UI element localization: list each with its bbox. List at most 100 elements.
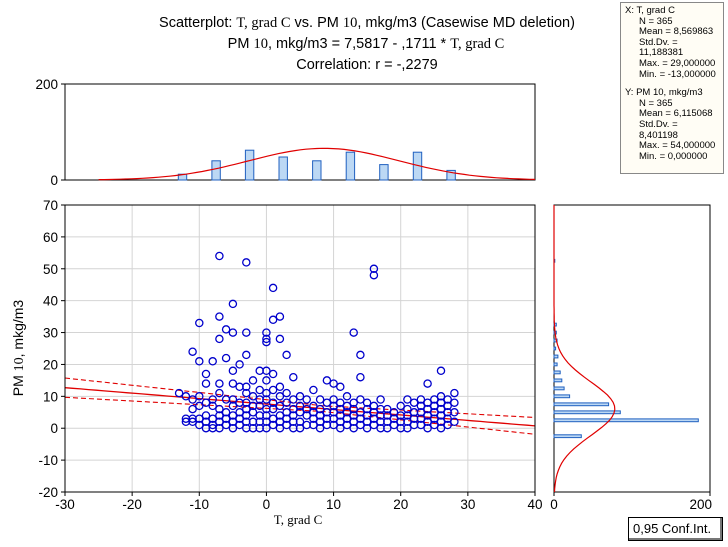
right-histogram-bar xyxy=(553,434,582,439)
data-point xyxy=(242,258,251,267)
data-point xyxy=(215,404,224,414)
top-histogram-frame xyxy=(64,83,536,181)
y-tick-label: 40 xyxy=(43,294,58,309)
data-point xyxy=(262,334,271,344)
x-stats-max: Max. = 29,000000 xyxy=(639,57,716,69)
data-point xyxy=(430,401,439,411)
right-histogram-bar xyxy=(553,354,559,359)
data-point xyxy=(221,414,231,423)
data-point xyxy=(403,417,412,427)
data-point xyxy=(188,395,197,404)
y-tick-label: -20 xyxy=(38,485,58,500)
data-point xyxy=(416,420,426,430)
data-point xyxy=(342,408,352,417)
data-point xyxy=(342,401,352,411)
right-histogram-bar xyxy=(553,362,558,367)
data-point xyxy=(369,270,379,280)
right-histogram-bar xyxy=(553,386,565,391)
y-tick-label: 30 xyxy=(43,326,58,341)
top-histogram-tick-label: 0 xyxy=(50,173,58,188)
data-point xyxy=(201,379,211,388)
data-point xyxy=(268,404,278,414)
data-point xyxy=(289,411,298,420)
top-histogram-normal-curve xyxy=(98,147,536,181)
y-stats-header: Y: PM 10, mkg/m3 xyxy=(625,87,703,99)
data-point xyxy=(309,401,318,411)
data-point xyxy=(275,382,285,392)
data-point xyxy=(443,401,452,411)
data-point xyxy=(242,382,251,392)
data-point xyxy=(349,328,358,337)
data-point xyxy=(302,395,311,404)
right-histogram-bar xyxy=(553,410,621,415)
y-stats-n: N = 365 xyxy=(639,97,673,109)
data-point xyxy=(235,414,244,423)
data-point xyxy=(275,401,285,411)
top-histogram-bar xyxy=(312,160,322,181)
data-point xyxy=(349,398,358,407)
data-point xyxy=(356,372,365,382)
data-point xyxy=(389,408,399,417)
right-histogram-bar xyxy=(553,394,571,399)
data-point xyxy=(349,404,358,414)
right-histogram-bar xyxy=(553,346,557,351)
data-point xyxy=(201,398,211,407)
data-point xyxy=(309,414,318,423)
data-point xyxy=(262,417,271,427)
x-stats-min: Min. = -13,000000 xyxy=(639,68,716,80)
data-point xyxy=(356,395,365,404)
data-point xyxy=(423,404,432,414)
data-point xyxy=(201,417,211,427)
data-point xyxy=(383,423,392,433)
right-histogram-bar xyxy=(553,370,561,375)
data-point xyxy=(403,395,412,404)
data-point xyxy=(336,423,345,433)
data-point xyxy=(362,404,372,414)
data-point xyxy=(221,420,231,430)
data-point xyxy=(275,312,285,321)
data-point xyxy=(315,417,325,427)
data-point xyxy=(235,408,244,417)
x-tick-label: -10 xyxy=(190,497,210,512)
data-point xyxy=(188,347,197,356)
data-point xyxy=(342,414,352,423)
data-point xyxy=(329,408,338,417)
y-tick-label: -10 xyxy=(38,453,58,468)
y-tick-label: 0 xyxy=(50,421,58,436)
data-point xyxy=(423,398,432,407)
data-point xyxy=(309,408,318,417)
confidence-interval-legend[interactable]: 0,95 Conf.Int. xyxy=(628,517,723,541)
data-point xyxy=(262,395,271,404)
data-point xyxy=(282,420,291,430)
data-point xyxy=(208,357,217,366)
data-point xyxy=(430,414,439,423)
data-point xyxy=(409,398,419,407)
data-point xyxy=(242,388,251,398)
data-point xyxy=(403,404,412,414)
data-point xyxy=(195,357,204,366)
data-point xyxy=(416,414,426,423)
data-point xyxy=(436,404,446,414)
data-point xyxy=(336,411,345,420)
data-point xyxy=(322,398,332,407)
data-point xyxy=(268,414,278,423)
scatter-panel: -30 -20 -10 0 10 20 30 40 -20-10010203040506070… xyxy=(10,198,543,527)
data-point xyxy=(215,411,224,420)
right-histogram-tick-label: 200 xyxy=(689,497,712,512)
data-point xyxy=(450,388,459,398)
data-point xyxy=(275,334,285,344)
data-point xyxy=(268,283,278,293)
chart-title-line2: PM 10, mkg/m3 = 7,5817 - ,1711 * T, grad… xyxy=(228,36,505,52)
data-point xyxy=(389,420,399,430)
x-tick-label: 0 xyxy=(263,497,271,512)
data-point xyxy=(443,420,452,430)
data-point xyxy=(336,382,345,392)
data-point xyxy=(423,423,432,433)
data-point xyxy=(362,417,372,427)
data-point xyxy=(282,414,291,423)
data-point xyxy=(275,417,285,427)
data-point xyxy=(369,420,379,430)
data-point xyxy=(369,264,379,274)
data-point xyxy=(208,414,217,423)
